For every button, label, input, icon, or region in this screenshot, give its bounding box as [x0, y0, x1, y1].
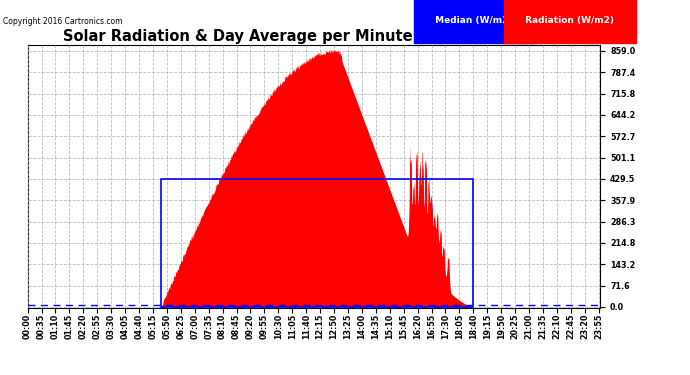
- Text: Copyright 2016 Cartronics.com: Copyright 2016 Cartronics.com: [3, 17, 123, 26]
- Title: Solar Radiation & Day Average per Minute (Today) 20160804: Solar Radiation & Day Average per Minute…: [63, 29, 565, 44]
- Text: Radiation (W/m2): Radiation (W/m2): [522, 16, 618, 25]
- Text: Median (W/m2): Median (W/m2): [432, 16, 515, 25]
- Bar: [161, 179, 473, 307]
